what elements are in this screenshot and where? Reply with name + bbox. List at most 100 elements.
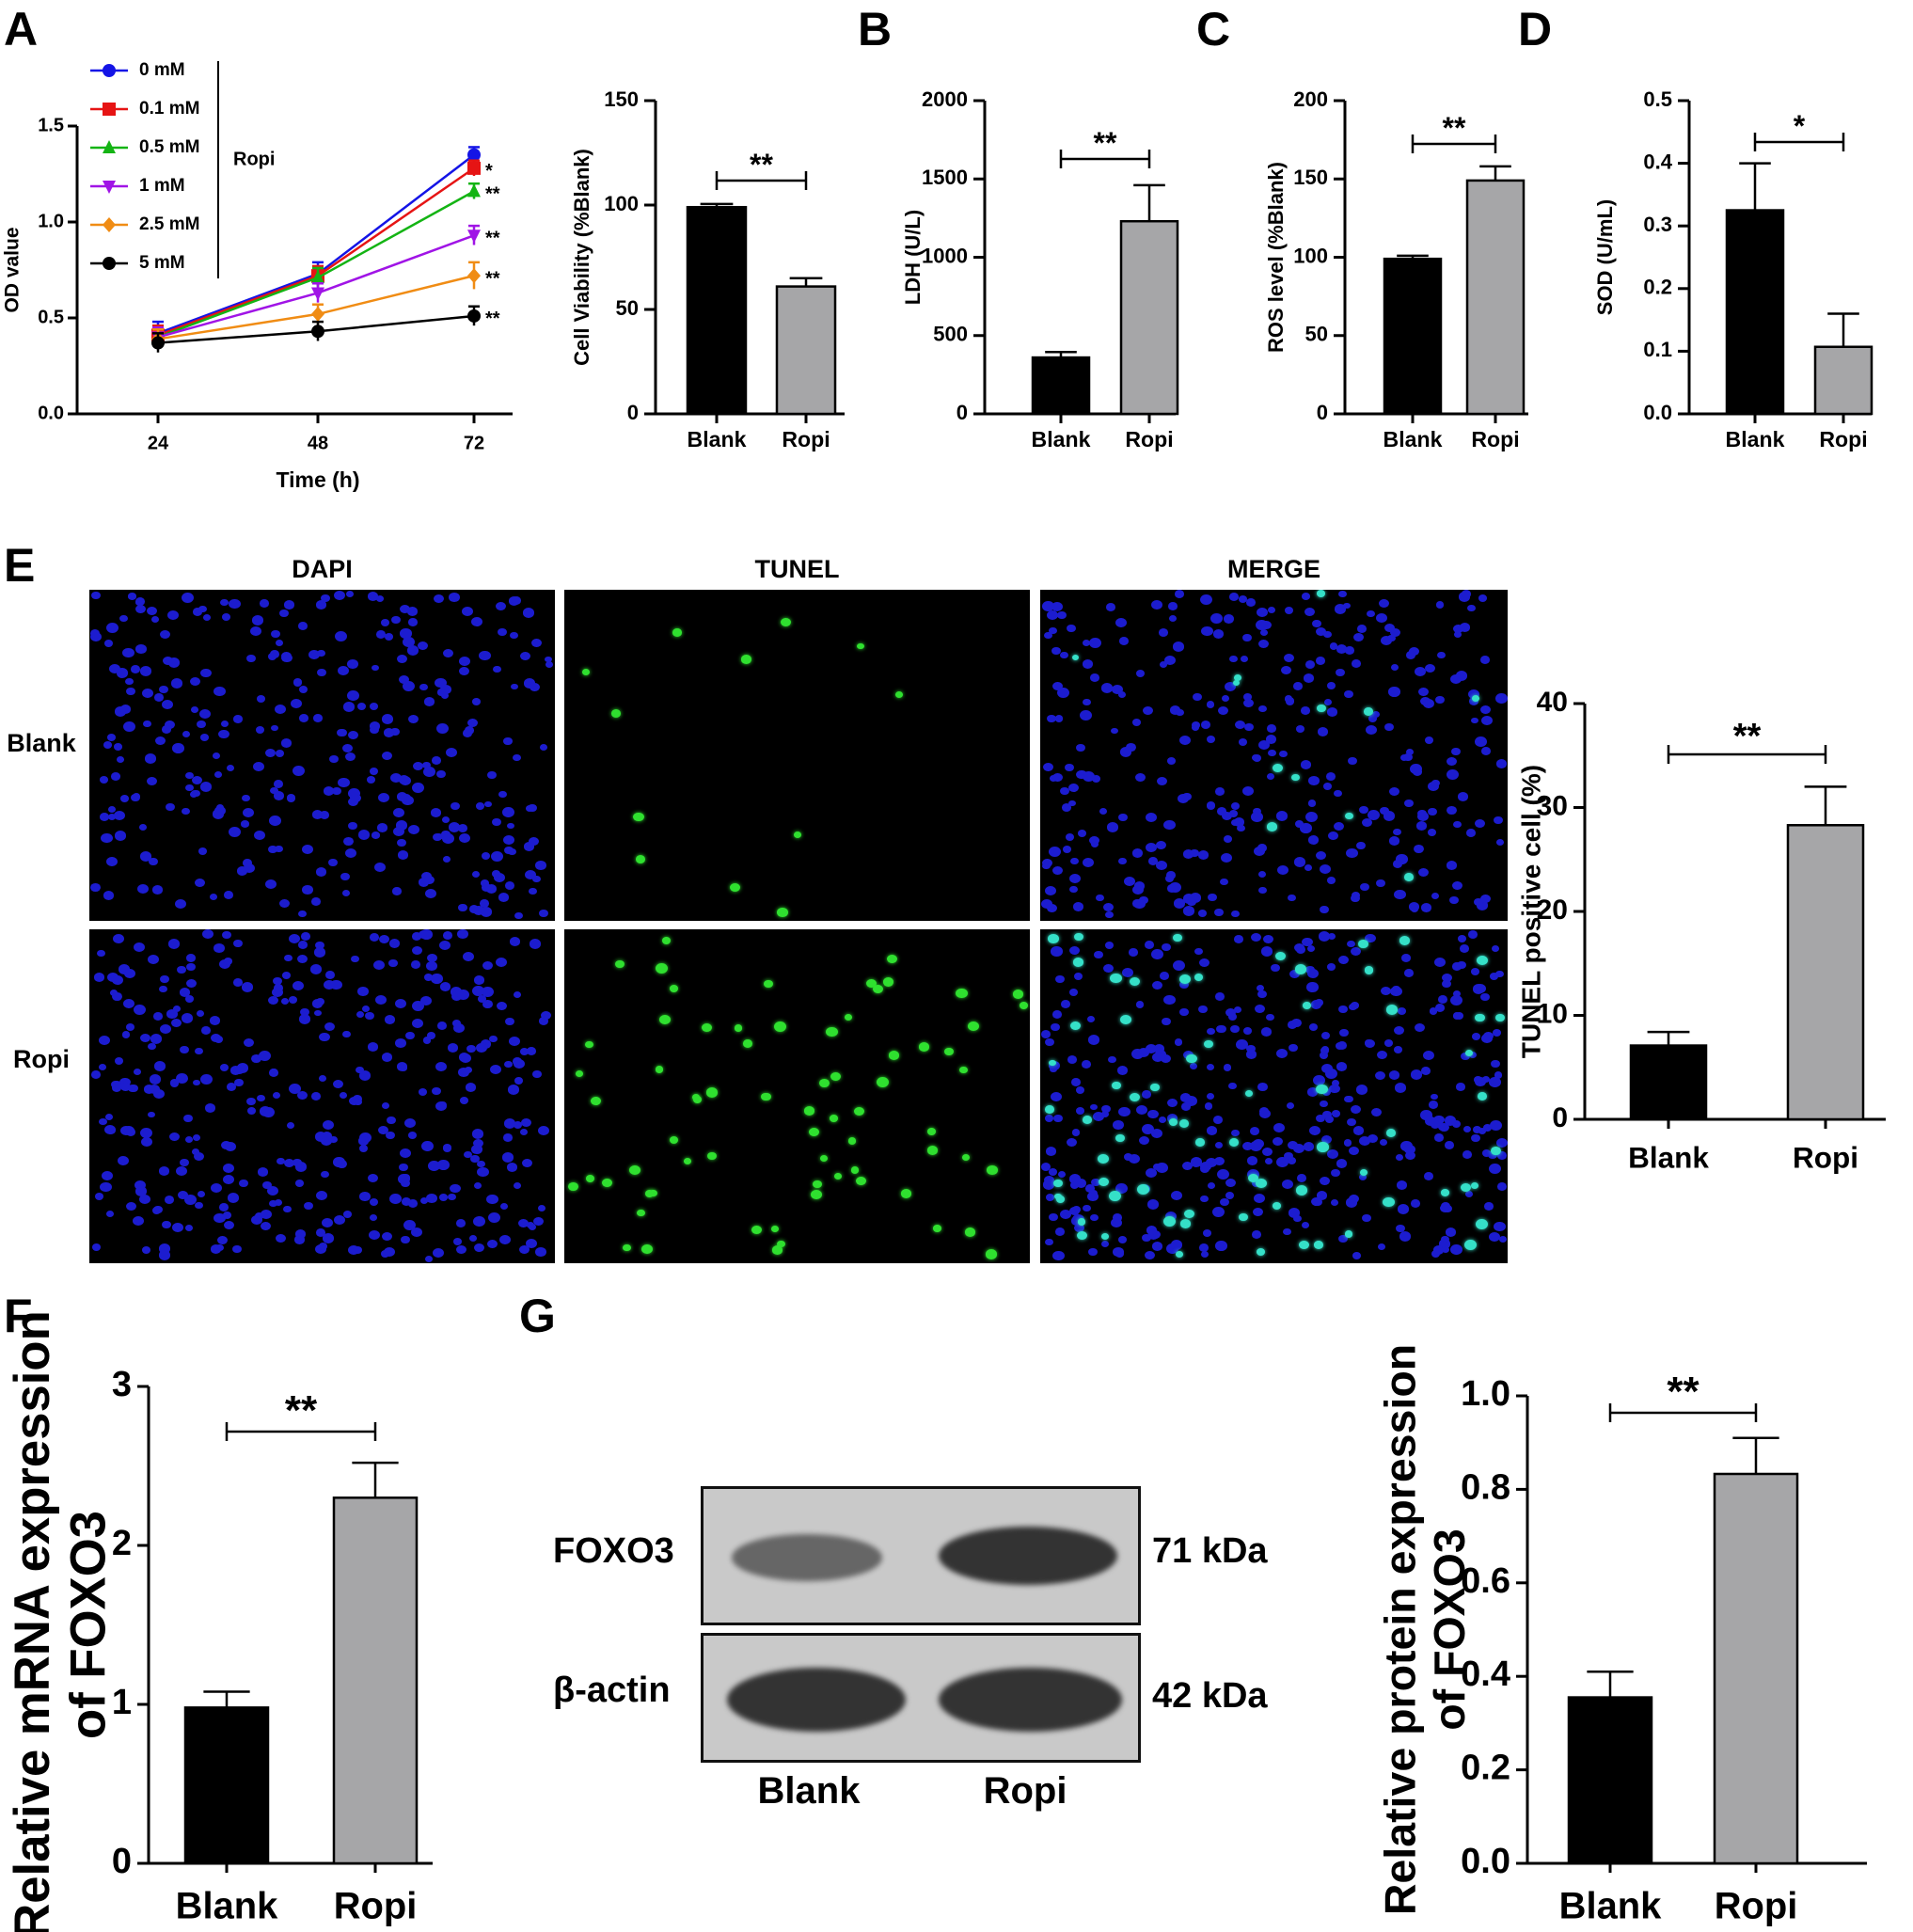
cell-nucleus [315,600,327,610]
cell-nucleus [513,1120,522,1129]
cell-nucleus [1458,935,1467,942]
cell-nucleus [1454,630,1462,638]
cell-nucleus [268,995,279,1005]
cell-nucleus [1070,1078,1081,1086]
cell-nucleus [1451,1120,1461,1129]
cell-nucleus [1208,893,1217,901]
cell-nucleus [1116,1065,1129,1075]
cell-nucleus [1113,1213,1123,1222]
cell-nucleus [1380,1138,1388,1146]
cell-nucleus [1449,674,1462,685]
cell-nucleus [1251,812,1263,823]
cell-nucleus [1234,720,1245,730]
cell-nucleus [1089,673,1099,682]
cell-nucleus [440,830,451,839]
cell-nucleus [172,743,184,753]
cell-nucleus [1479,655,1491,664]
cell-nucleus [179,987,191,997]
cell-nucleus [568,1182,578,1192]
cell-nucleus [298,1014,311,1024]
cell-nucleus [435,677,447,689]
blot-foxo3 [701,1486,1141,1625]
cell-nucleus [1257,870,1267,878]
cell-nucleus [1482,1149,1492,1158]
cell-nucleus [1257,1248,1265,1256]
cell-nucleus [398,674,409,684]
cell-nucleus [1099,808,1108,816]
cell-nucleus [1472,1126,1481,1134]
cell-nucleus [1305,811,1319,822]
cell-nucleus [229,1066,242,1076]
cell-nucleus [1151,1242,1163,1252]
cell-nucleus [1291,1019,1302,1028]
cell-nucleus [158,1243,170,1254]
cell-nucleus [347,690,359,702]
cell-nucleus [262,1106,276,1117]
cell-nucleus [223,1175,235,1185]
cell-nucleus [1441,1235,1450,1243]
cell-nucleus [1123,1152,1133,1161]
cell-nucleus [1444,1116,1456,1126]
cell-nucleus [1087,1035,1100,1046]
cell-nucleus [1493,816,1503,825]
cell-nucleus [437,1160,450,1170]
cell-nucleus [1069,1021,1081,1031]
cell-nucleus [1082,659,1093,669]
cell-nucleus [1399,936,1411,946]
cell-nucleus [1055,1195,1066,1204]
chart-c-ytick-label: 150 [1293,166,1328,189]
cell-nucleus [811,1189,822,1199]
band-foxo3-ropi [939,1527,1117,1585]
cell-nucleus [1497,1151,1507,1160]
cell-nucleus [1433,1115,1445,1125]
cell-nucleus [927,1128,937,1135]
cell-nucleus [1243,698,1254,707]
cell-nucleus [1490,973,1499,980]
cell-nucleus [1395,1153,1403,1161]
cell-nucleus [356,1010,365,1019]
cell-nucleus [151,615,160,623]
cell-nucleus [296,954,308,964]
cell-nucleus [1359,805,1368,815]
cell-nucleus [339,1092,347,1099]
cell-nucleus [1383,811,1395,821]
cell-nucleus [1049,1066,1057,1073]
cell-nucleus [244,1038,254,1048]
cell-nucleus [427,954,438,963]
cell-nucleus [402,795,414,806]
cell-nucleus [1441,1189,1449,1196]
cell-nucleus [1414,845,1424,853]
cell-nucleus [683,1158,691,1165]
cell-nucleus [601,1178,612,1188]
chart-c-bar-blank [1383,257,1443,416]
chart-f-ylabel-line1: Relative mRNA expression [5,1310,60,1932]
cell-nucleus [623,1244,631,1252]
cell-nucleus [479,899,489,908]
cell-nucleus [403,680,416,691]
cell-nucleus [161,724,172,734]
blot-beta-actin [701,1633,1141,1763]
cell-nucleus [470,1155,481,1164]
micrograph-blank-dapi [89,590,555,921]
chart-e-ytick-label: 40 [1537,687,1568,718]
cell-nucleus [1220,1197,1230,1206]
cell-nucleus [1390,986,1402,997]
cell-nucleus [115,1056,123,1065]
cell-nucleus [527,1047,536,1055]
cell-nucleus [1090,1214,1099,1222]
cell-nucleus [178,1190,188,1199]
cell-nucleus [1459,943,1470,953]
cell-nucleus [1242,693,1253,702]
cell-nucleus [1476,899,1489,911]
chart-d-ytick-label: 0.5 [1643,87,1672,111]
micrograph-ropi-dapi [89,929,555,1263]
cell-nucleus [395,999,407,1009]
cell-nucleus [1455,671,1468,681]
cell-nucleus [1186,1053,1198,1064]
cell-nucleus [1087,1192,1099,1201]
cell-nucleus [850,1166,860,1174]
cell-nucleus [314,1132,327,1142]
cell-nucleus [1135,1104,1147,1115]
cell-nucleus [956,988,968,998]
cell-nucleus [498,893,509,902]
